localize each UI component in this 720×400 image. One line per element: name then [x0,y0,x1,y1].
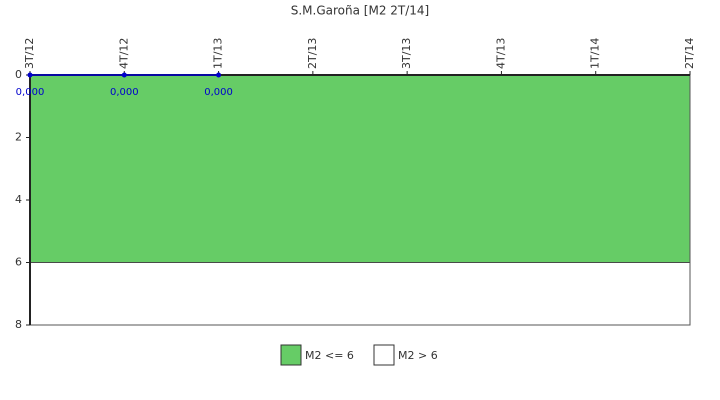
y-tick-label: 6 [15,256,22,269]
y-tick-label: 4 [15,193,22,206]
value-label: 0,000 [204,87,233,98]
legend-label: M2 > 6 [398,349,438,362]
legend-swatch [280,344,302,366]
x-tick-label: 3T/13 [400,38,413,69]
point [216,72,222,78]
x-tick-label: 4T/12 [117,38,130,69]
band [29,262,691,326]
chart-title: S.M.Garoña [M2 2T/14] [291,4,429,18]
x-tick-label: 2T/13 [306,38,319,69]
x-tick-label: 3T/12 [23,38,36,69]
y-tick-label: 2 [15,131,22,144]
y-tick-label: 8 [15,318,22,331]
point [121,72,127,78]
value-label: 0,000 [16,87,45,98]
legend-label: M2 <= 6 [305,349,354,362]
x-tick-label: 1T/14 [589,38,602,69]
y-tick-label: 0 [15,68,22,81]
legend-swatch [373,344,395,366]
x-tick-label: 1T/13 [212,38,225,69]
band [29,74,691,263]
x-tick-label: 2T/14 [683,38,696,69]
value-label: 0,000 [110,87,139,98]
x-tick-label: 4T/13 [494,38,507,69]
point [27,72,33,78]
